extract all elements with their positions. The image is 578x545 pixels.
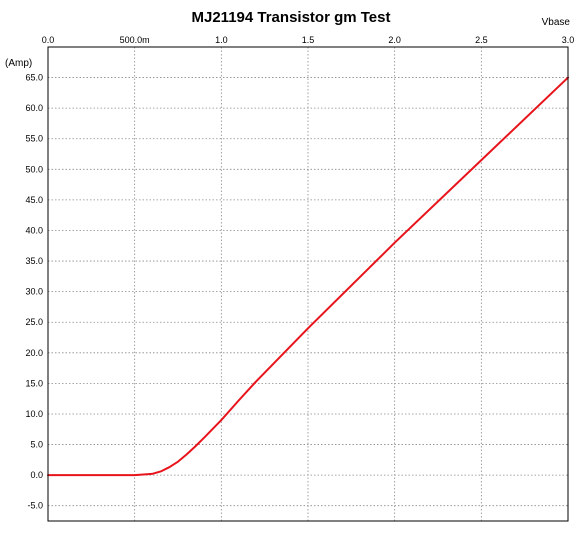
y-tick-label: 30.0 [25, 287, 43, 297]
y-tick-label: 25.0 [25, 317, 43, 327]
x-tick-label: 1.5 [302, 35, 315, 45]
series-layer [47, 76, 569, 477]
series-line [47, 76, 569, 477]
y-tick-label: -5.0 [27, 501, 43, 511]
y-tick-label: 45.0 [25, 195, 43, 205]
y-tick-label: 10.0 [25, 409, 43, 419]
x-tick-label: 0.0 [42, 35, 55, 45]
x-tick-label: 2.5 [475, 35, 488, 45]
plot-frame [47, 46, 569, 522]
x-axis-label: Vbase [542, 17, 571, 28]
chart-title: MJ21194 Transistor gm Test [192, 9, 391, 26]
y-axis-label: (Amp) [5, 58, 32, 69]
grid [48, 47, 568, 521]
y-tick-label: 35.0 [25, 256, 43, 266]
y-tick-label: 50.0 [25, 164, 43, 174]
y-tick-label: 55.0 [25, 134, 43, 144]
y-tick-labels: -5.0 0.0 5.0 10.0 15.0 20.0 25.0 30.0 35.0 40.0 45… [25, 73, 43, 511]
x-tick-label: 2.0 [388, 35, 401, 45]
x-tick-labels: 0.0 500.0m 1.0 1.5 2.0 2.5 3.0 [42, 35, 575, 45]
x-tick-label: 500.0m [120, 35, 150, 45]
y-tick-label: 0.0 [30, 470, 43, 480]
y-tick-label: 65.0 [25, 73, 43, 83]
x-tick-label: 3.0 [562, 35, 575, 45]
x-tick-label: 1.0 [215, 35, 228, 45]
y-tick-label: 40.0 [25, 225, 43, 235]
y-tick-label: 15.0 [25, 378, 43, 388]
y-tick-label: 60.0 [25, 103, 43, 113]
y-tick-label: 20.0 [25, 348, 43, 358]
y-tick-label: 5.0 [30, 440, 43, 450]
